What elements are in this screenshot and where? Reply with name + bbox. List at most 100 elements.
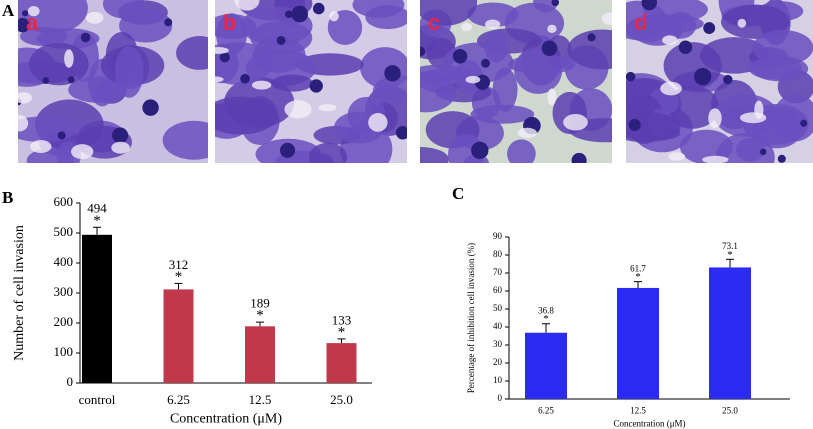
gap xyxy=(71,144,94,160)
nucleus xyxy=(587,33,596,42)
gap xyxy=(318,104,337,112)
cell xyxy=(114,46,144,98)
cell xyxy=(372,75,407,106)
gap xyxy=(64,49,74,68)
gap xyxy=(461,22,473,32)
panel-label: B xyxy=(2,188,13,207)
nucleus xyxy=(420,46,426,57)
nucleus xyxy=(678,40,693,54)
value-label: 73.1 xyxy=(722,241,738,251)
nucleus xyxy=(541,40,558,57)
panel-label: A xyxy=(2,1,15,20)
y-tick-label: 0 xyxy=(498,393,503,403)
cell xyxy=(29,42,89,86)
y-tick-label: 70 xyxy=(493,267,503,277)
y-tick-label: 500 xyxy=(54,224,74,239)
cell xyxy=(176,36,208,70)
gap xyxy=(18,92,32,104)
nucleus xyxy=(57,131,66,140)
value-label: 494 xyxy=(87,201,107,216)
image-label: b xyxy=(223,10,236,35)
gap xyxy=(27,6,40,17)
y-tick-label: 40 xyxy=(493,321,503,331)
x-tick-label: 25.0 xyxy=(330,392,353,407)
gap xyxy=(234,0,260,11)
y-tick-label: 200 xyxy=(54,314,74,329)
nucleus xyxy=(777,154,786,163)
gap xyxy=(702,155,729,163)
nucleus xyxy=(111,127,129,144)
cell xyxy=(567,29,612,70)
bar xyxy=(163,289,194,383)
nucleus xyxy=(551,0,560,7)
nucleus xyxy=(80,32,91,43)
y-tick-label: 60 xyxy=(493,285,503,295)
micrograph: c xyxy=(420,0,612,163)
y-tick-label: 100 xyxy=(54,344,74,359)
x-tick-label: control xyxy=(79,392,116,407)
bar xyxy=(245,326,275,383)
nucleus xyxy=(626,71,636,82)
nucleus xyxy=(142,99,159,116)
image-label: a xyxy=(26,10,39,35)
gap xyxy=(368,113,388,132)
gap xyxy=(251,80,272,90)
cell xyxy=(119,8,173,43)
micrograph: a xyxy=(18,0,208,163)
nucleus xyxy=(284,10,293,19)
nucleus xyxy=(641,0,658,11)
x-tick-label: 6.25 xyxy=(538,406,554,416)
panel-label: C xyxy=(452,184,464,203)
x-axis-label: Concentration (μM) xyxy=(613,418,685,428)
gap xyxy=(329,11,339,22)
y-axis-label: Percentage of inhibition cell invasion (… xyxy=(466,243,476,393)
cell xyxy=(626,111,681,143)
nucleus xyxy=(276,35,286,45)
nucleus xyxy=(67,76,75,83)
gap xyxy=(517,127,537,138)
cell xyxy=(162,120,208,160)
cell xyxy=(215,42,273,85)
significance-marker: * xyxy=(338,324,346,340)
cell xyxy=(751,56,809,82)
cell xyxy=(721,4,790,39)
gap xyxy=(737,18,747,28)
gap xyxy=(563,114,588,131)
y-tick-label: 400 xyxy=(54,254,74,269)
cell xyxy=(102,0,144,19)
significance-marker: * xyxy=(727,249,733,261)
cell xyxy=(420,71,456,113)
x-tick-label: 12.5 xyxy=(630,406,646,416)
bar xyxy=(525,332,567,399)
nucleus xyxy=(395,126,407,140)
micrographs: a b c d xyxy=(18,0,813,163)
gap xyxy=(739,112,767,124)
y-tick-label: 300 xyxy=(54,284,74,299)
cell xyxy=(352,0,405,18)
significance-marker: * xyxy=(256,308,264,324)
y-tick-label: 80 xyxy=(493,249,503,259)
nucleus xyxy=(452,49,468,64)
gap xyxy=(284,100,312,119)
nucleus xyxy=(309,79,323,93)
cell xyxy=(68,76,128,103)
value-label: 189 xyxy=(250,296,270,311)
y-tick-label: 20 xyxy=(493,357,503,367)
nucleus xyxy=(471,141,489,160)
nucleus xyxy=(219,52,230,63)
cell xyxy=(664,12,697,39)
significance-marker: * xyxy=(635,271,641,283)
gap xyxy=(547,88,557,106)
nucleus xyxy=(800,119,808,127)
y-tick-label: 50 xyxy=(493,303,503,313)
nucleus xyxy=(21,10,29,17)
gap xyxy=(485,19,501,29)
bar xyxy=(82,234,112,383)
gap xyxy=(547,24,557,33)
gap xyxy=(215,76,224,83)
bar xyxy=(326,343,357,383)
gap xyxy=(111,141,130,154)
nucleus xyxy=(760,148,767,156)
nucleus xyxy=(384,65,401,82)
